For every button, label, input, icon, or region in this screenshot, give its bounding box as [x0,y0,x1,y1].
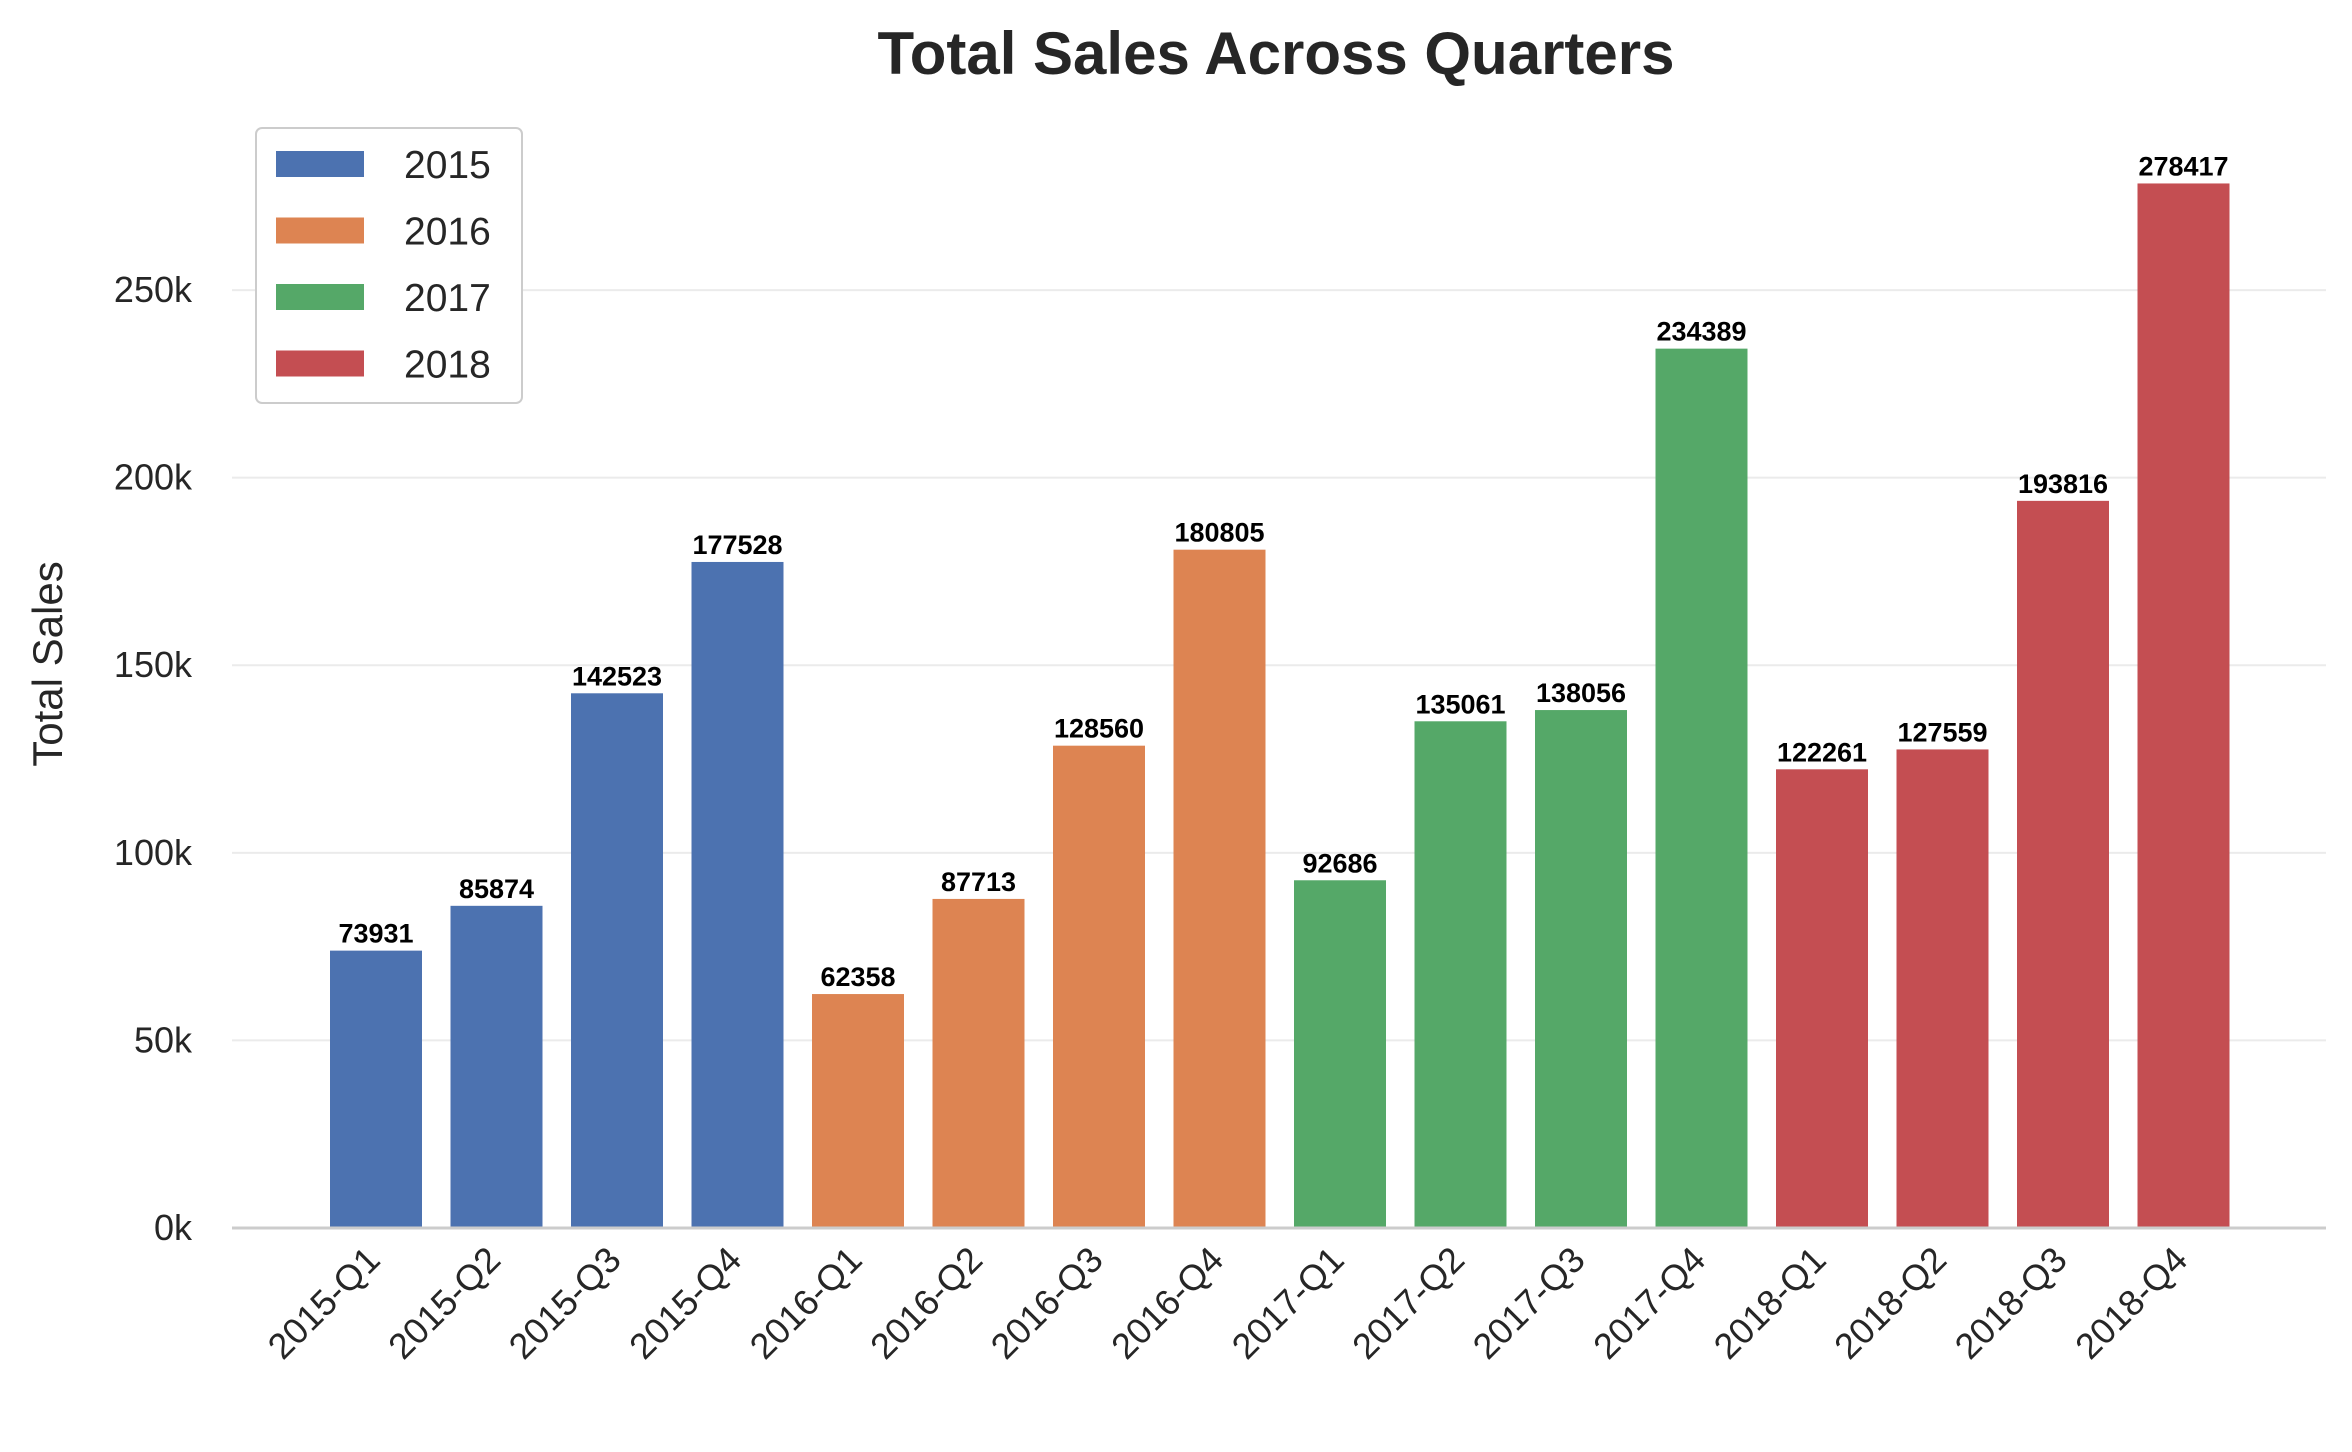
bar [1656,349,1748,1228]
bar [812,994,904,1228]
x-axis-ticks: 2015-Q12015-Q22015-Q32015-Q42016-Q12016-… [260,1239,2196,1367]
bar [1535,710,1627,1228]
x-tick-label: 2016-Q2 [862,1239,990,1367]
legend-label: 2015 [404,144,491,187]
bar [692,562,784,1228]
y-tick-label: 100k [114,832,193,873]
x-tick-label: 2015-Q4 [621,1239,749,1367]
x-tick-label: 2018-Q1 [1706,1239,1834,1367]
bar [1415,721,1507,1228]
legend-swatch [276,351,364,377]
y-tick-label: 150k [114,644,193,685]
bar [1294,880,1386,1228]
data-label: 85874 [459,874,534,904]
x-tick-label: 2016-Q4 [1103,1239,1231,1367]
bars [330,183,2230,1228]
x-tick-label: 2017-Q2 [1344,1239,1472,1367]
x-tick-label: 2017-Q3 [1465,1239,1593,1367]
data-label: 122261 [1777,737,1867,767]
data-label: 177528 [692,530,782,560]
x-tick-label: 2015-Q2 [380,1239,508,1367]
y-tick-label: 250k [114,269,193,310]
y-tick-label: 0k [154,1207,193,1248]
data-label: 138056 [1536,678,1626,708]
data-label: 234389 [1656,317,1746,347]
legend-label: 2018 [404,344,491,387]
bar [1174,550,1266,1228]
x-tick-label: 2015-Q1 [260,1239,388,1367]
x-tick-label: 2015-Q3 [501,1239,629,1367]
x-tick-label: 2017-Q1 [1224,1239,1352,1367]
data-label: 87713 [941,867,1016,897]
bar [1776,769,1868,1228]
data-label: 193816 [2018,469,2108,499]
data-label: 127559 [1897,717,1987,747]
legend-label: 2017 [404,277,491,320]
y-axis-label: Total Sales [24,561,71,766]
bar [2138,183,2230,1228]
bar [2017,501,2109,1228]
bar [330,951,422,1228]
x-tick-label: 2016-Q3 [983,1239,1111,1367]
data-label: 92686 [1302,848,1377,878]
data-label: 278417 [2138,151,2228,181]
legend: 2015 2016 2017 2018 [256,128,522,403]
gridlines [232,290,2326,1040]
x-tick-label: 2018-Q3 [1947,1239,2075,1367]
bar [933,899,1025,1228]
chart-title: Total Sales Across Quarters [878,20,1675,87]
legend-swatch [276,284,364,310]
x-tick-label: 2016-Q1 [742,1239,870,1367]
bar [1897,749,1989,1228]
bar [451,906,543,1228]
data-label: 62358 [820,962,895,992]
y-tick-label: 50k [134,1019,193,1060]
y-tick-label: 200k [114,457,193,498]
y-axis-ticks: 0k 50k 100k 150k 200k 250k [114,269,193,1248]
legend-swatch [276,151,364,177]
data-label: 73931 [338,919,413,949]
legend-label: 2016 [404,211,491,254]
data-label: 180805 [1174,518,1264,548]
x-tick-label: 2018-Q2 [1826,1239,1954,1367]
bar [571,693,663,1228]
x-tick-label: 2018-Q4 [2067,1239,2195,1367]
bar [1053,746,1145,1228]
data-label: 128560 [1054,714,1144,744]
x-tick-label: 2017-Q4 [1585,1239,1713,1367]
data-label: 135061 [1415,689,1505,719]
data-label: 142523 [572,661,662,691]
legend-swatch [276,218,364,244]
